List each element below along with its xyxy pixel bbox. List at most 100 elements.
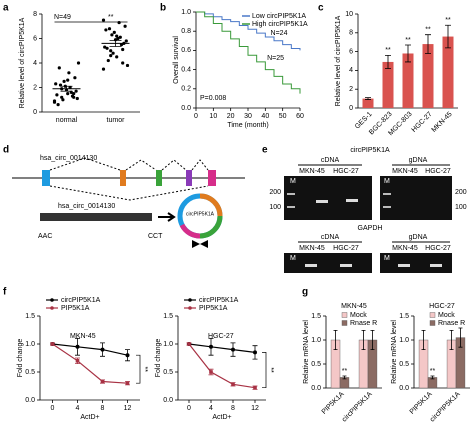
data-point (125, 353, 130, 358)
gel-size: 200 (455, 189, 467, 196)
y-tick-label: 0.5 (399, 361, 409, 368)
bar (422, 44, 434, 108)
legend-swatch (429, 312, 436, 318)
legend-label: Rnase R (438, 320, 465, 327)
y-tick-label: 0.0 (163, 397, 173, 404)
y-tick-label: 8 (33, 11, 37, 18)
x-tick-label: 4 (209, 405, 213, 412)
legend-swatch (50, 298, 54, 302)
error-bar (405, 44, 411, 63)
y-tick-label: 0.0 (181, 105, 191, 112)
survival-line (196, 11, 301, 94)
x-tick-label: PIP5K1A (409, 391, 434, 416)
data-point (121, 47, 125, 52)
diagram: hsa_circ_0014130 hsa_circ_0014130 AAC CC… (12, 155, 245, 248)
x-tick-label: 4 (76, 405, 80, 412)
x-tick-label: 60 (296, 113, 304, 120)
legend-label: High circPIP5K1A (252, 21, 308, 28)
x-tick-label: 8 (231, 405, 235, 412)
y-axis-label: Fold change (155, 339, 162, 378)
y-tick-label: 0.5 (163, 369, 173, 376)
annotation: ** (385, 47, 391, 54)
y-axis-label: Relative mRNA level (303, 320, 310, 384)
gel-band (340, 264, 352, 267)
data-point (62, 79, 66, 83)
y-tick-label: 1.0 (311, 337, 321, 344)
bracket (262, 352, 267, 389)
data-point (69, 90, 73, 94)
data-point (209, 344, 213, 349)
y-tick-label: 6 (349, 48, 353, 55)
gel-marker: M (384, 255, 390, 262)
gel-lane: HGC-27 (333, 245, 359, 252)
gel-lane: MKN-45 (299, 245, 325, 252)
data-point (209, 370, 213, 374)
line (188, 343, 256, 389)
data-point (75, 96, 79, 101)
data-point (112, 30, 116, 34)
x-axis-label: Time (month) (227, 122, 268, 129)
y-tick-label: 4 (33, 60, 37, 67)
gel-group: cDNA (321, 234, 340, 241)
error-bar (361, 330, 366, 350)
y-tick-label: 1.0 (181, 9, 191, 16)
gel-marker: M (290, 255, 296, 262)
data-point (125, 63, 130, 68)
data-point (110, 33, 114, 37)
x-tick-label: MKN-45 (431, 111, 454, 134)
x-tick-label: 8 (101, 405, 105, 412)
data-point (105, 46, 109, 50)
x-axis-label: ActD+ (80, 414, 99, 421)
y-tick-label: 4 (349, 67, 353, 74)
data-point (72, 92, 76, 96)
error-bar (370, 330, 375, 350)
data-point (73, 76, 77, 80)
bar (382, 61, 394, 108)
panel-label: e (262, 145, 268, 156)
data-point (231, 347, 235, 352)
annotation: N=25 (267, 55, 284, 62)
bracket (136, 354, 141, 384)
panel-label: b (160, 3, 166, 14)
diagram-label: CCT (148, 233, 163, 240)
data-point (58, 83, 63, 87)
x-axis-label: ActD+ (212, 414, 231, 421)
legend-label: circPIP5K1A (199, 297, 239, 304)
exon (156, 170, 162, 186)
legend-swatch (188, 306, 192, 310)
data-point (253, 350, 257, 355)
x-tick-label: 12 (251, 405, 259, 412)
annotation: P=0.008 (200, 95, 226, 102)
y-axis-label: Relative level of circPIP5K1A (19, 17, 26, 108)
data-point (66, 92, 70, 96)
data-point (103, 45, 107, 49)
panel-label: d (3, 145, 9, 156)
gel-marker: M (384, 178, 390, 185)
x-tick-label: normal (56, 117, 78, 124)
y-tick-label: 0.0 (311, 385, 321, 392)
gel-band (430, 264, 442, 267)
exon (186, 170, 192, 186)
line (52, 343, 128, 356)
data-point (60, 95, 64, 99)
error-bar (385, 54, 391, 69)
data-point (52, 99, 57, 103)
gel-band (383, 193, 391, 195)
y-tick-label: 0.5 (311, 361, 321, 368)
arrow (158, 212, 176, 222)
y-tick-label: 0 (349, 105, 353, 112)
panel-label: g (302, 287, 308, 298)
annotation: ** (430, 368, 436, 375)
error-bar (109, 39, 122, 47)
data-point (54, 82, 58, 86)
y-tick-label: 1.5 (163, 313, 173, 320)
legend-label: Rnase R (350, 320, 377, 327)
data-point (123, 24, 127, 28)
x-tick-label: 20 (227, 113, 235, 120)
data-point (124, 39, 128, 43)
y-tick-label: 1.0 (163, 341, 173, 348)
bar (402, 53, 414, 108)
panel-labels: a b c d e f g (3, 3, 324, 298)
gel-group: gDNA (409, 234, 428, 241)
panel-label: f (3, 287, 7, 298)
